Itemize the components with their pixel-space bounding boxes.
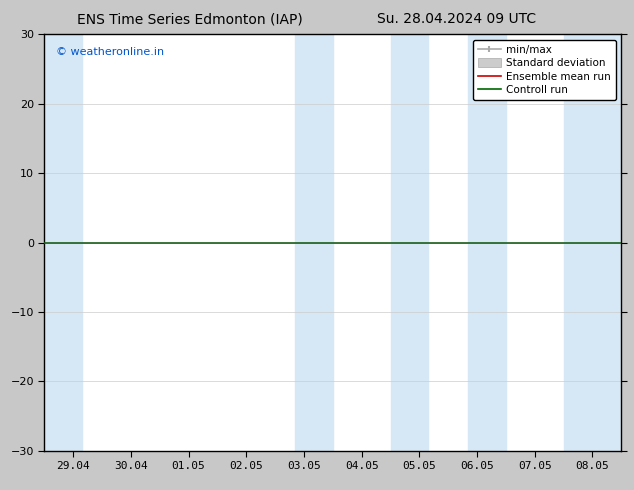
Bar <box>44 34 82 451</box>
Text: © weatheronline.in: © weatheronline.in <box>56 47 164 57</box>
Legend: min/max, Standard deviation, Ensemble mean run, Controll run: min/max, Standard deviation, Ensemble me… <box>473 40 616 100</box>
Text: ENS Time Series Edmonton (IAP): ENS Time Series Edmonton (IAP) <box>77 12 303 26</box>
Bar <box>564 34 621 451</box>
Bar <box>469 34 506 451</box>
Bar <box>295 34 333 451</box>
Bar <box>391 34 428 451</box>
Text: Su. 28.04.2024 09 UTC: Su. 28.04.2024 09 UTC <box>377 12 536 26</box>
